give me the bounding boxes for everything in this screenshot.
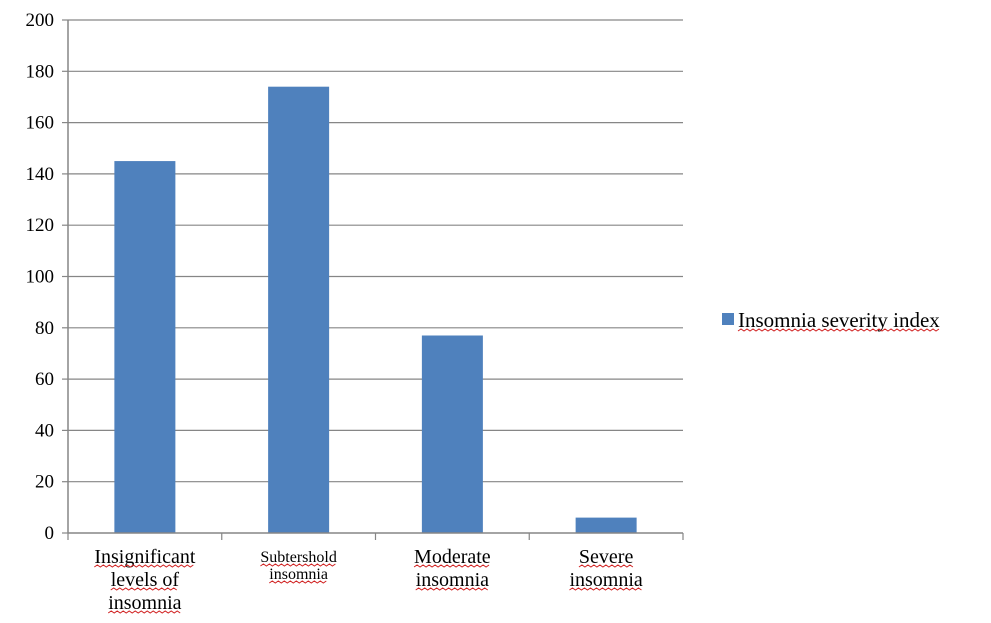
y-tick-label: 20 <box>35 472 54 493</box>
y-ticks: 0 20 40 60 80 100 120 140 160 180 200 <box>26 10 684 544</box>
x-category-label: insomnia <box>269 566 328 583</box>
spellcheck-underline <box>94 564 194 568</box>
bar <box>114 161 176 533</box>
y-tick-label: 0 <box>45 523 55 544</box>
y-tick-label: 100 <box>26 267 55 288</box>
spellcheck-underline <box>413 564 490 568</box>
x-category-label: levels of <box>111 569 180 591</box>
y-tick-label: 160 <box>26 113 55 134</box>
x-category-label: insomnia <box>416 569 489 591</box>
spellcheck-underline <box>107 610 181 614</box>
x-category-label: insomnia <box>569 569 642 591</box>
legend: Insomnia severity index <box>722 308 940 332</box>
bar <box>268 86 330 533</box>
spellcheck-underline <box>737 328 940 332</box>
bar <box>421 335 483 533</box>
y-tick-label: 140 <box>26 164 55 185</box>
spellcheck-underline <box>578 564 634 568</box>
bar <box>575 517 637 533</box>
spellcheck-underline <box>569 587 642 591</box>
legend-swatch <box>722 313 734 325</box>
y-tick-label: 200 <box>26 10 55 31</box>
x-category-label: Moderate <box>414 546 491 568</box>
spellcheck-underline <box>260 563 336 567</box>
y-tick-label: 60 <box>35 369 54 390</box>
y-tick-label: 40 <box>35 420 54 441</box>
y-tick-label: 120 <box>26 215 55 236</box>
y-tick-label: 80 <box>35 318 54 339</box>
spellcheck-underline <box>269 580 327 584</box>
legend-label: Insomnia severity index <box>738 308 940 332</box>
bars <box>114 86 637 533</box>
y-tick-label: 180 <box>26 61 55 82</box>
spellcheck-underline <box>415 587 488 591</box>
x-category-label: Subtershold <box>260 549 336 566</box>
x-category-label: Insignificant <box>94 546 196 568</box>
x-category-label: Severe <box>579 546 634 568</box>
spellcheck-underline <box>110 587 177 591</box>
x-category-label: insomnia <box>108 592 181 614</box>
